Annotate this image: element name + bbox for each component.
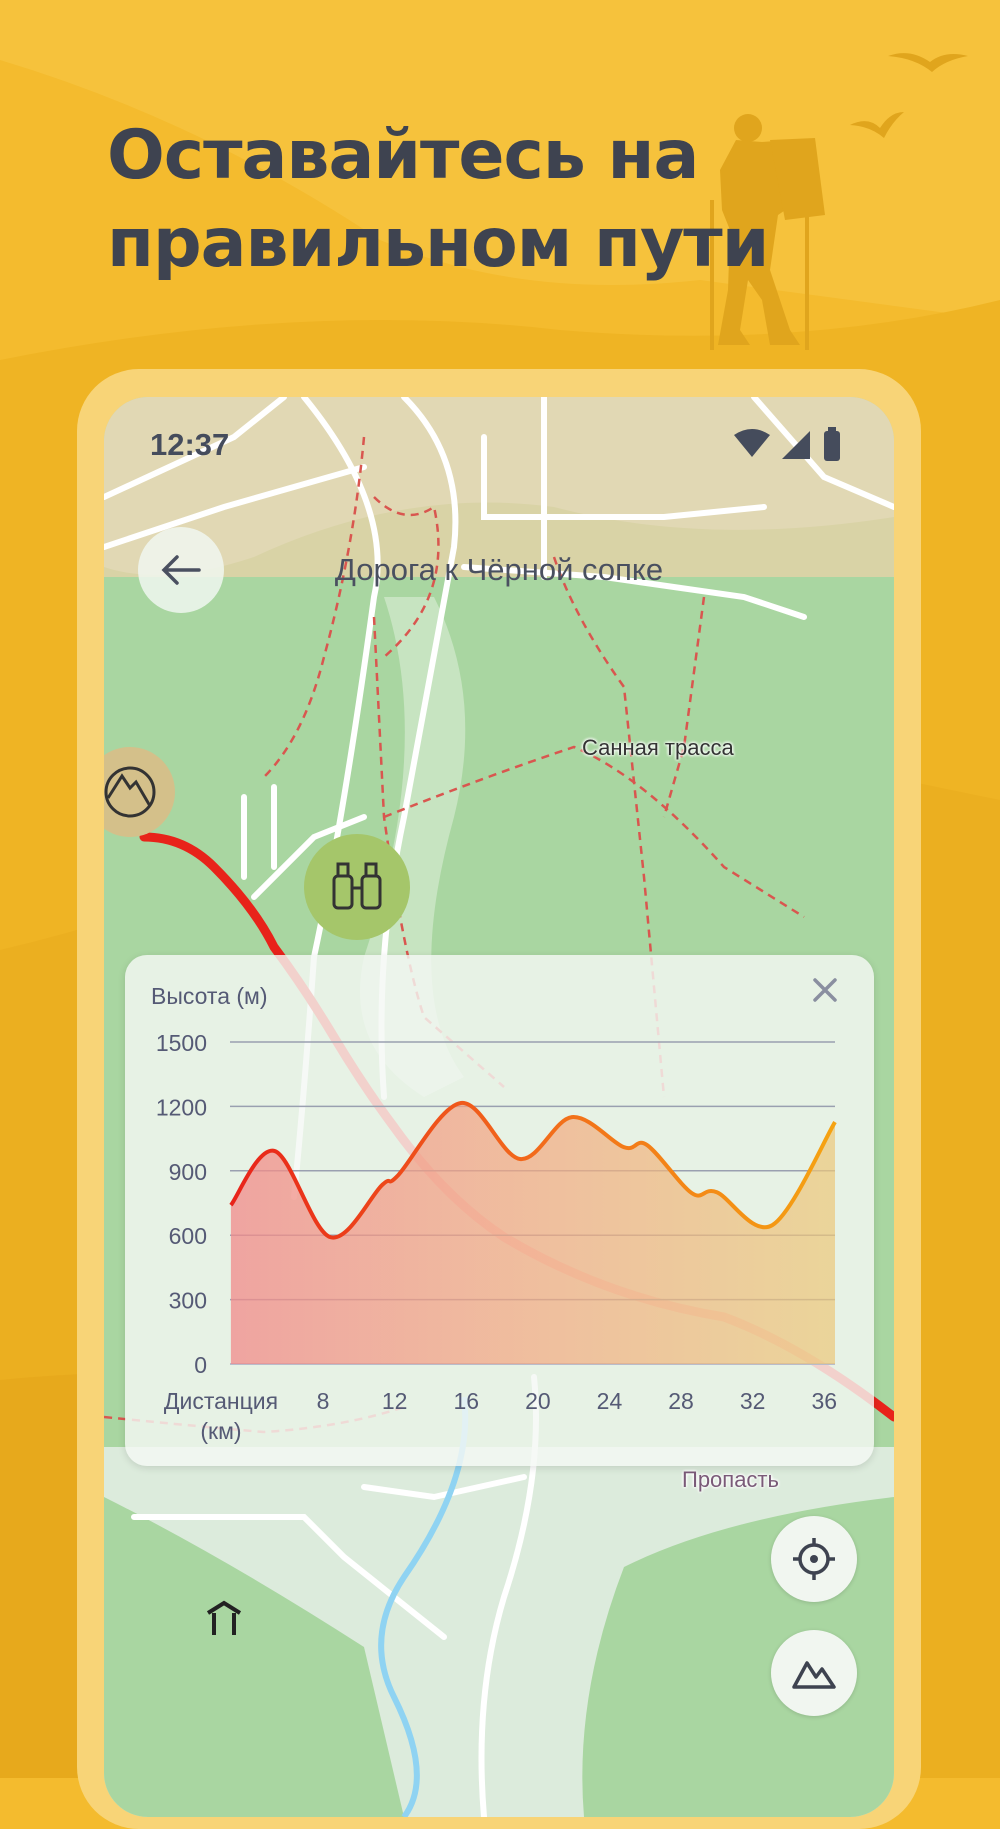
signal-icon: [782, 431, 810, 459]
hiker-silhouette: [710, 114, 825, 350]
close-button[interactable]: [812, 977, 856, 1021]
elevation-chart: 0 300 600 900 1200 1500 8 12 16 20 24 28 32 36 Диста…: [156, 1030, 837, 1444]
x-tick-label: 36: [811, 1388, 837, 1414]
route-title: Дорога к Чёрной сопке: [334, 552, 664, 587]
y-tick-label: 1200: [156, 1094, 207, 1120]
back-button[interactable]: [138, 527, 224, 613]
terrain-button[interactable]: [771, 1630, 857, 1716]
elevation-panel: Высота (м) 0 300 600 900 1200 1500 8 12 16 20 24 2…: [125, 955, 874, 1466]
poi-binoculars[interactable]: [304, 834, 410, 940]
status-time: 12:37: [150, 427, 230, 462]
headline-line-1: Оставайтесь на: [107, 116, 699, 195]
mountain-icon: [792, 1661, 836, 1689]
crosshair-icon: [793, 1538, 835, 1580]
map[interactable]: [104, 397, 894, 1817]
elevation-area: [230, 1102, 836, 1364]
y-tick-label: 0: [194, 1352, 207, 1378]
phone-screen: 12:37 Дорога к Чёрной сопке Санная трасс…: [104, 397, 894, 1817]
elevation-line: [229, 1100, 837, 1240]
x-tick-label: 20: [525, 1388, 551, 1414]
x-tick-label: 32: [740, 1388, 766, 1414]
locate-button[interactable]: [771, 1516, 857, 1602]
poi-viewpoint[interactable]: [104, 747, 175, 837]
y-tick-label: 900: [169, 1159, 207, 1185]
y-tick-label: 1500: [156, 1030, 207, 1056]
x-axis-unit: (км): [200, 1418, 241, 1444]
map-label-sled-track: Санная трасса: [582, 735, 734, 760]
chart-title: Высота (м): [151, 983, 268, 1009]
x-axis-label: Дистанция: [164, 1388, 278, 1414]
shelter-icon: [206, 1600, 242, 1635]
mountain-view-icon: [104, 766, 156, 818]
x-tick-label: 8: [317, 1388, 330, 1414]
map-label-precipice: Пропасть: [682, 1467, 779, 1492]
close-icon: [813, 978, 837, 1002]
y-tick-label: 600: [169, 1223, 207, 1249]
x-tick-label: 24: [597, 1388, 623, 1414]
binoculars-icon: [332, 862, 382, 910]
headline: Оставайтесь на правильном пути: [107, 112, 769, 288]
poi-shelter[interactable]: [200, 1593, 248, 1641]
bird-icon: [850, 112, 904, 138]
x-tick-label: 12: [382, 1388, 408, 1414]
x-tick-label: 28: [668, 1388, 694, 1414]
headline-line-2: правильном пути: [107, 204, 769, 283]
battery-icon: [824, 431, 840, 461]
bird-icon: [888, 53, 968, 72]
x-tick-label: 16: [453, 1388, 479, 1414]
y-tick-label: 300: [169, 1288, 207, 1314]
wifi-icon: [734, 429, 770, 457]
arrow-left-icon: [161, 555, 201, 585]
status-icons: [734, 427, 840, 461]
